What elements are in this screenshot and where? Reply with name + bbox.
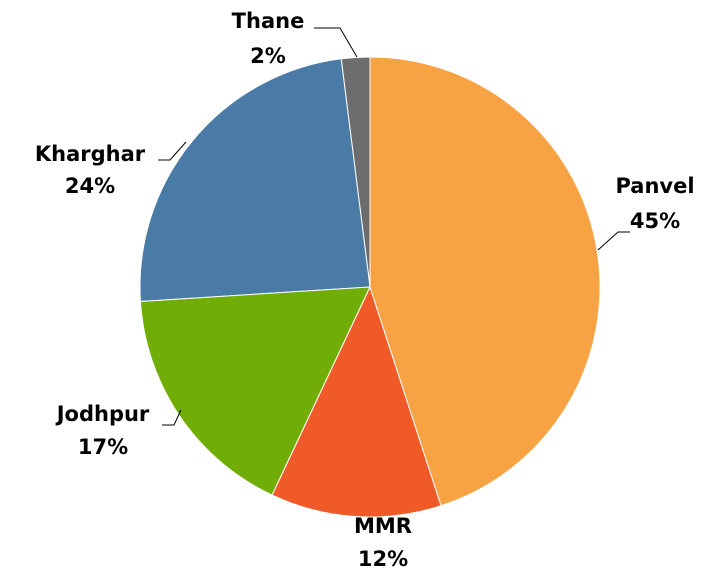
leader-line: [162, 409, 182, 426]
leader-line: [158, 141, 187, 161]
slice-value-label: 2%: [250, 44, 286, 68]
slice: [139, 58, 371, 302]
slice-label: Jodhpur: [55, 402, 150, 426]
slice-label: Thane: [232, 9, 305, 33]
slice: [139, 286, 371, 496]
slice-value-label: 45%: [630, 209, 680, 233]
leader-line: [314, 27, 358, 58]
slice-value-label: 24%: [65, 174, 115, 198]
slice: [271, 285, 442, 518]
slice-label: Kharghar: [35, 142, 146, 166]
slice-value-label: 17%: [78, 435, 128, 459]
slice-value-label: 12%: [358, 547, 408, 571]
slice-label: Panvel: [615, 174, 694, 198]
leader-line: [597, 231, 630, 251]
slice-label: MMR: [354, 514, 412, 538]
slice: [369, 56, 601, 507]
